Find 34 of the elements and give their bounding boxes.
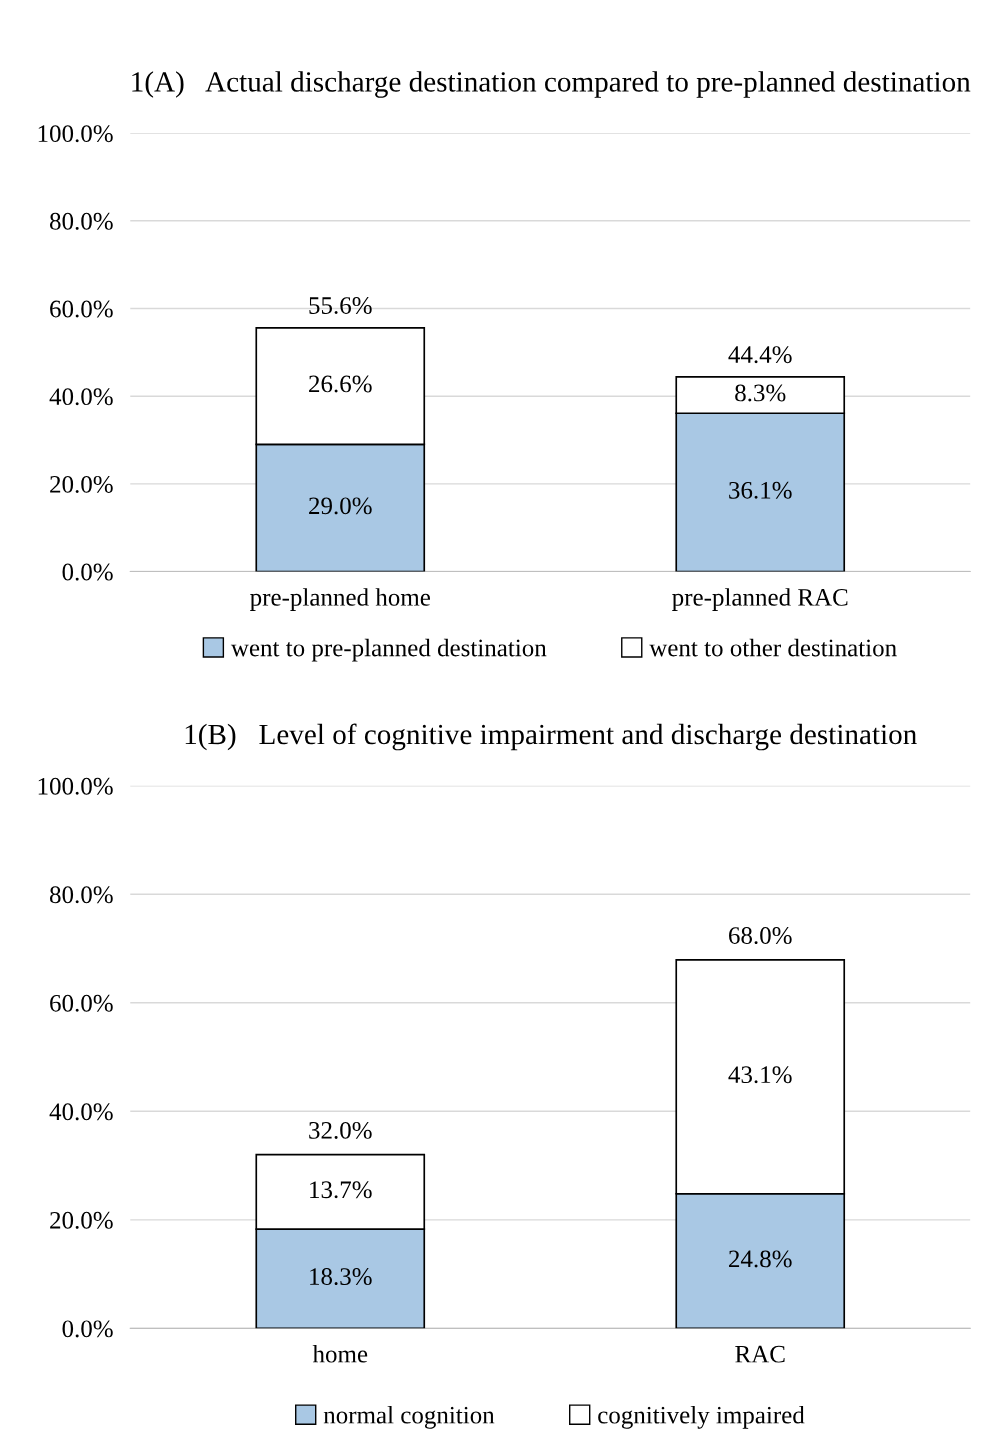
- y-tick-label: 60.0%: [50, 300, 113, 318]
- y-tick-label: 20.0%: [50, 1211, 113, 1229]
- y-tick-label: 80.0%: [50, 212, 113, 230]
- y-tick-label: 0.0%: [62, 1320, 113, 1338]
- y-tick-label: 100.0%: [38, 777, 113, 795]
- y-tick-label: 20.0%: [50, 475, 113, 493]
- text: 26.6%: [309, 375, 372, 393]
- chart-title: 1(B) Level of cognitive impairment and discharge destination: [185, 723, 917, 751]
- x-tick-label: home: [312, 1345, 368, 1363]
- total-label: 68.0%: [729, 927, 792, 945]
- total-label: 55.6%: [309, 297, 372, 315]
- text: 24.8%: [729, 1250, 792, 1268]
- total-label: 44.4%: [728, 346, 792, 364]
- y-tick-label: 40.0%: [49, 388, 113, 406]
- text: 8.3%: [735, 384, 786, 402]
- legend-label: normal cognition: [323, 1406, 495, 1429]
- text: 43.1%: [728, 1066, 792, 1084]
- y-tick-label: 80.0%: [50, 886, 113, 904]
- legend-label: went to pre-planned destination: [230, 638, 547, 662]
- x-tick-label: RAC: [735, 1345, 785, 1363]
- text: 18.3%: [310, 1268, 372, 1286]
- y-tick-label: 40.0%: [49, 1103, 113, 1121]
- text: 36.1%: [729, 481, 792, 499]
- y-tick-label: 60.0%: [50, 994, 113, 1012]
- text: 29.0%: [309, 497, 372, 515]
- chart-title: 1(A) Actual discharge destination compared to pre-planned destination: [132, 71, 971, 98]
- y-tick-label: 0.0%: [62, 563, 113, 581]
- total-label: 32.0%: [309, 1121, 372, 1139]
- y-tick-label: 100.0%: [38, 125, 113, 143]
- text: 13.7%: [310, 1181, 372, 1199]
- legend-label: went to other destination: [649, 638, 897, 657]
- x-tick-label: pre-planned RAC: [672, 588, 848, 611]
- legend-label: cognitively impaired: [598, 1406, 805, 1429]
- x-tick-label: pre-planned home: [250, 588, 430, 611]
